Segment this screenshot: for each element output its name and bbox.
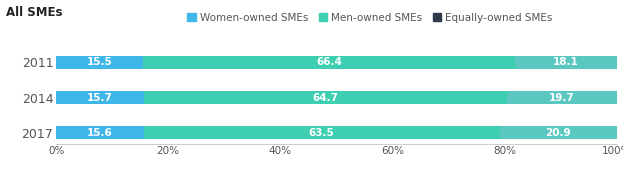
Text: All SMEs: All SMEs (6, 6, 63, 19)
Text: 19.7: 19.7 (549, 93, 575, 102)
Bar (500, 126, 617, 139)
Bar (515, 56, 617, 69)
Text: 18.1: 18.1 (553, 57, 579, 67)
Text: 15.5: 15.5 (87, 57, 112, 67)
Text: 15.7: 15.7 (87, 93, 113, 102)
Bar (56, 126, 143, 139)
Bar (143, 126, 500, 139)
Bar (56, 91, 144, 104)
Bar (507, 91, 617, 104)
Text: 63.5: 63.5 (308, 128, 335, 138)
Bar (143, 56, 515, 69)
Bar (144, 91, 507, 104)
Text: 66.4: 66.4 (316, 57, 342, 67)
Text: 64.7: 64.7 (313, 93, 338, 102)
Bar (56, 56, 143, 69)
Text: 15.6: 15.6 (87, 128, 113, 138)
Legend: Women-owned SMEs, Men-owned SMEs, Equally-owned SMEs: Women-owned SMEs, Men-owned SMEs, Equall… (183, 9, 557, 27)
Text: 20.9: 20.9 (545, 128, 571, 138)
